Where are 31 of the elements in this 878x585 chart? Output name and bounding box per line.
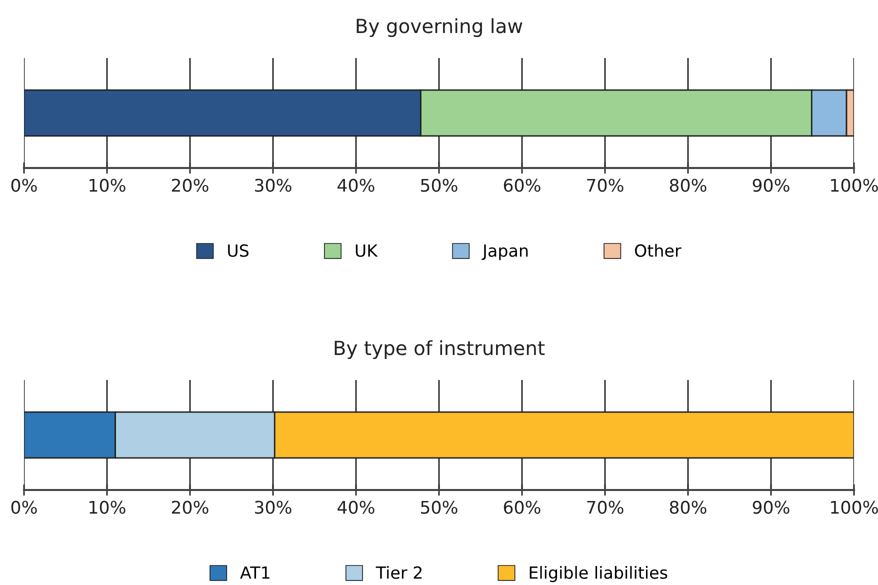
legend-label: Eligible liabilities (530, 566, 668, 582)
x-tick-label: 50% (421, 178, 458, 192)
legend-label: AT1 (240, 566, 270, 579)
x-tick-label: 0% (11, 178, 37, 192)
chart-title: By type of instrument (334, 340, 545, 360)
x-tick-label: 20% (172, 500, 208, 514)
x-tick-label: 10% (90, 500, 126, 514)
x-tick-label: 30% (255, 500, 292, 514)
x-tick-label: 100% (831, 500, 878, 514)
x-tick-label: 80% (670, 500, 706, 514)
x-tick-label: 10% (90, 178, 126, 192)
chart-title: By governing law (356, 18, 522, 38)
legend-label: Japan (482, 244, 528, 260)
x-tick-label: 0% (11, 500, 37, 514)
x-tick-label: 40% (338, 500, 374, 514)
x-tick-label: 90% (752, 178, 790, 192)
legend-label: US (228, 244, 248, 257)
legend-label: Tier 2 (376, 566, 422, 579)
x-tick-label: 90% (752, 500, 790, 514)
x-tick-label: 40% (338, 178, 374, 192)
legend-label: UK (356, 244, 378, 257)
x-tick-label: 70% (587, 500, 624, 514)
x-tick-label: 50% (421, 500, 458, 514)
x-tick-label: 60% (504, 500, 540, 514)
x-tick-label: 30% (255, 178, 292, 192)
x-tick-label: 20% (172, 178, 208, 192)
x-tick-label: 70% (587, 178, 624, 192)
x-tick-label: 100% (831, 178, 878, 192)
x-tick-label: 80% (670, 178, 706, 192)
legend-label: Other (634, 244, 682, 257)
x-tick-label: 60% (504, 178, 540, 192)
